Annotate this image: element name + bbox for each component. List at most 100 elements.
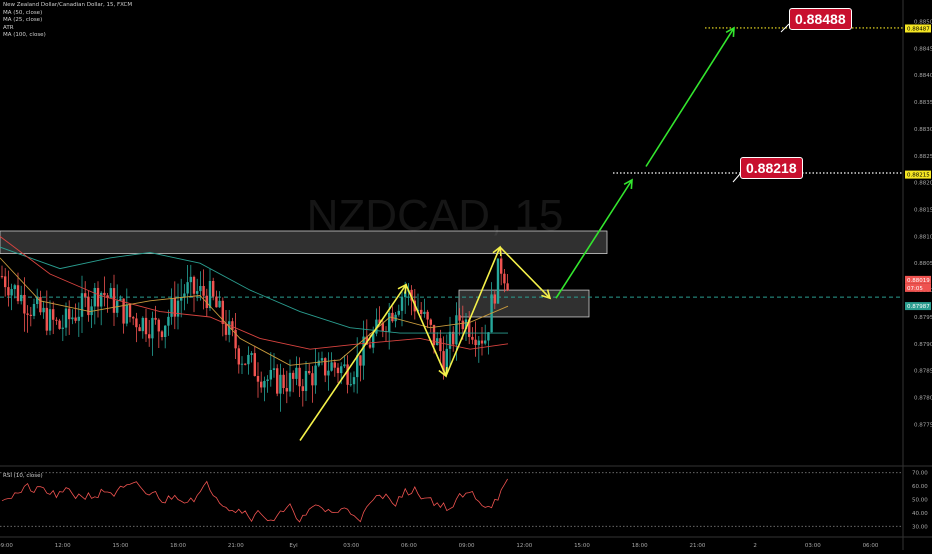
candle-body	[237, 348, 240, 365]
tag-leader-upper	[780, 23, 790, 33]
candle-body	[340, 366, 343, 374]
candle-body	[279, 374, 282, 394]
legend-ma100: MA (100, close)	[3, 32, 46, 38]
candle-body	[13, 285, 16, 290]
candle-body	[228, 321, 231, 335]
candle-body	[157, 319, 160, 332]
x-tick-label: 06:00	[401, 543, 417, 549]
candle-body	[240, 363, 244, 365]
candle-body	[189, 276, 192, 283]
candle-body	[144, 317, 148, 335]
candle-body	[343, 364, 346, 367]
candle-body	[388, 312, 391, 332]
candle-body	[327, 370, 330, 376]
candle-body	[496, 258, 500, 304]
candle-body	[199, 285, 202, 292]
candle-body	[397, 310, 400, 315]
target-tag-lower: 0.88218	[740, 157, 803, 179]
candle-body	[119, 298, 122, 301]
candle-body	[80, 293, 84, 317]
candle-body	[32, 303, 36, 316]
candle-body	[192, 276, 196, 294]
candle-body	[135, 318, 138, 328]
price-label-dashed: 0.87987	[907, 304, 930, 310]
candle-body	[314, 365, 317, 386]
yellow-projection-arrow	[499, 246, 551, 299]
candle-body	[26, 313, 29, 315]
rsi-tick-label: 70.00	[912, 471, 928, 477]
candle-body	[87, 296, 90, 316]
green-projection-arrow-2	[645, 27, 735, 167]
candle-body	[61, 327, 64, 329]
candle-body	[16, 285, 20, 302]
candle-body	[439, 338, 442, 352]
candle-body	[138, 327, 141, 332]
candle-body	[45, 307, 48, 331]
candle-body	[20, 294, 23, 302]
candle-body	[167, 316, 170, 326]
candle-body	[218, 300, 221, 308]
rsi-tick-label: 40.00	[912, 511, 928, 517]
candle-body	[448, 331, 452, 349]
candle-body	[400, 297, 404, 311]
legend-ma50: MA (50, close)	[3, 9, 43, 16]
price-label-target2-bg	[905, 170, 931, 179]
candle-body	[368, 344, 372, 348]
candle-body	[68, 308, 71, 320]
yellow-projection-arrow	[445, 246, 501, 377]
candle-body	[196, 291, 199, 294]
candle-body	[141, 317, 144, 332]
candle-body	[285, 388, 288, 392]
candle-body	[7, 287, 10, 296]
candle-body	[29, 314, 32, 316]
legend-ma25: MA (25, close)	[3, 17, 43, 23]
candle-body	[77, 316, 80, 321]
candle-body	[272, 368, 276, 370]
x-tick-label: 09:00	[459, 543, 475, 549]
candle-body	[420, 309, 423, 315]
candle-body	[39, 297, 42, 313]
candle-body	[426, 311, 429, 320]
candle-body	[160, 331, 164, 338]
candle-body	[487, 332, 490, 341]
supply-demand-zone	[0, 230, 608, 254]
candle-body	[128, 304, 132, 318]
candle-body	[269, 369, 272, 380]
candle-body	[74, 317, 77, 321]
candle-body	[234, 329, 237, 349]
ma100-line	[0, 246, 508, 334]
candle-body	[10, 289, 13, 296]
supply-demand-zone	[458, 289, 590, 318]
candle-body	[250, 353, 253, 355]
chart-legend: New Zealand Dollar/Canadian Dollar, 15, …	[3, 2, 132, 40]
candle-body	[410, 289, 413, 301]
candle-body	[372, 333, 375, 348]
price-label-current-bg	[905, 275, 931, 284]
candle-body	[208, 280, 212, 309]
candle-body	[221, 300, 224, 324]
candle-body	[103, 292, 106, 296]
candle-body	[282, 374, 285, 389]
candle-body	[212, 280, 215, 297]
rsi-title: RSI (10, close)	[3, 473, 43, 479]
candle-body	[378, 319, 381, 323]
candle-body	[317, 360, 320, 366]
candle-body	[180, 297, 183, 301]
candle-body	[122, 298, 125, 324]
candle-body	[55, 319, 58, 321]
candle-body	[304, 371, 308, 392]
candle-body	[176, 300, 180, 317]
candle-body	[0, 276, 4, 278]
target-tag-upper: 0.88488	[789, 8, 852, 30]
candle-body	[173, 298, 176, 317]
ma25-line	[0, 257, 509, 366]
candle-body	[224, 323, 228, 335]
candle-body	[346, 364, 349, 385]
